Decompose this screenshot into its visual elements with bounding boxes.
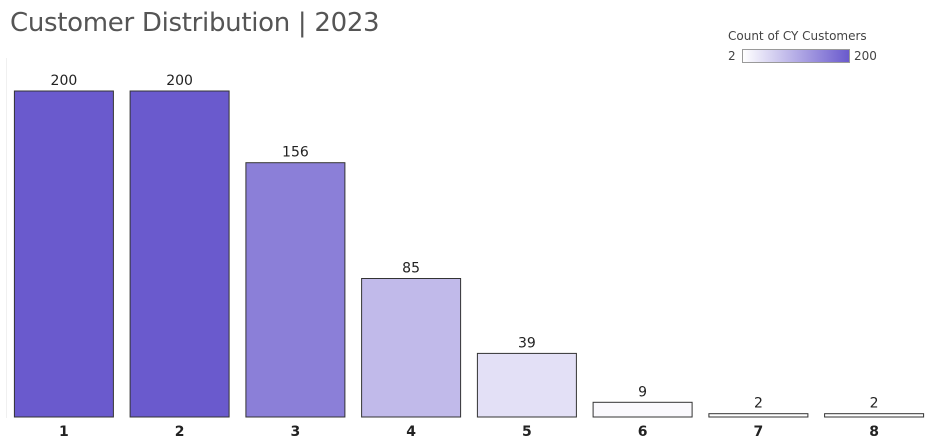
bar-1 — [13, 90, 114, 418]
value-labels-layer: 200 200 156 85 39 9 2 2 — [51, 73, 879, 412]
data-label-7: 2 — [754, 396, 763, 412]
legend-min-label: 2 — [728, 49, 736, 63]
data-label-3: 156 — [282, 145, 309, 161]
bars-layer — [13, 90, 925, 418]
x-tick-label-3: 3 — [291, 424, 301, 440]
x-tick-labels-layer: 1 2 3 4 5 6 7 8 — [59, 424, 879, 440]
chart-title: Customer Distribution | 2023 — [10, 8, 380, 38]
legend-max-label: 200 — [854, 49, 877, 63]
x-tick-label-1: 1 — [59, 424, 69, 440]
x-tick-label-4: 4 — [406, 424, 416, 440]
x-tick-label-5: 5 — [522, 424, 532, 440]
bar-5 — [476, 352, 577, 418]
data-label-8: 2 — [870, 396, 879, 412]
data-label-6: 9 — [638, 384, 647, 400]
x-tick-label-2: 2 — [175, 424, 185, 440]
data-label-1: 200 — [51, 73, 78, 89]
bar-4 — [361, 278, 462, 418]
bar-8 — [824, 413, 925, 418]
legend-scale: 2 200 — [728, 49, 928, 63]
bar-6 — [592, 401, 693, 418]
legend-gradient-bar — [742, 49, 850, 63]
data-label-2: 200 — [166, 73, 193, 89]
x-tick-label-8: 8 — [869, 424, 879, 440]
x-tick-label-7: 7 — [754, 424, 764, 440]
data-label-5: 39 — [518, 335, 536, 351]
bar-2 — [129, 90, 230, 418]
color-legend: Count of CY Customers 2 200 — [728, 29, 928, 63]
x-tick-label-6: 6 — [638, 424, 648, 440]
bar-7 — [708, 413, 809, 418]
bar-3 — [245, 162, 346, 418]
legend-title: Count of CY Customers — [728, 29, 867, 43]
data-label-4: 85 — [402, 261, 420, 277]
